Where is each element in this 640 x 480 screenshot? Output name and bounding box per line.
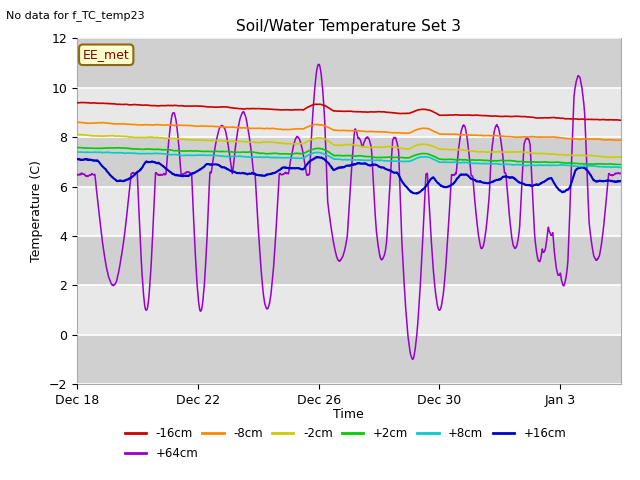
Bar xyxy=(77,38,621,88)
Legend: +64cm: +64cm xyxy=(120,443,204,465)
Text: EE_met: EE_met xyxy=(83,48,129,61)
Bar xyxy=(77,236,621,285)
Bar xyxy=(77,137,621,187)
Text: No data for f_TC_temp23: No data for f_TC_temp23 xyxy=(6,11,145,22)
Title: Soil/Water Temperature Set 3: Soil/Water Temperature Set 3 xyxy=(236,20,461,35)
Bar xyxy=(77,335,621,384)
X-axis label: Time: Time xyxy=(333,408,364,421)
Y-axis label: Temperature (C): Temperature (C) xyxy=(30,160,43,262)
